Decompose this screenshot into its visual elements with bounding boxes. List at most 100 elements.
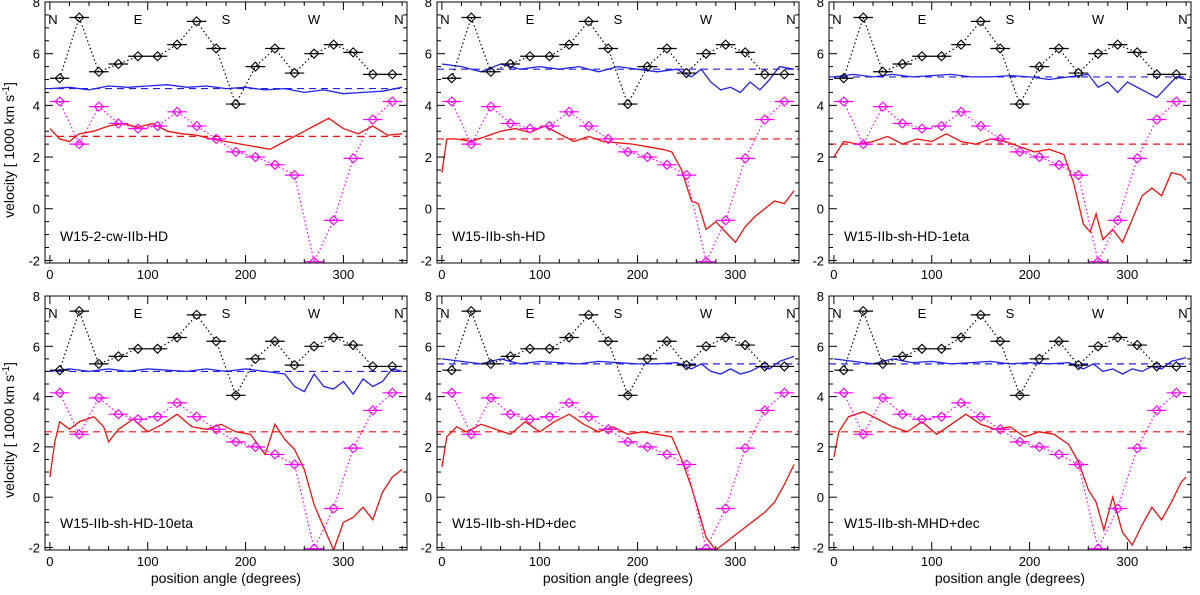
black-observed-dotted-line [451, 15, 785, 106]
compass-label: E [918, 12, 927, 27]
x-tick-label: 200 [1019, 554, 1041, 569]
magenta-data-point [465, 138, 477, 150]
magenta-data-point [1151, 405, 1163, 416]
black-data-point [524, 343, 536, 355]
red-model-curve [441, 125, 795, 244]
x-axis-label: position angle (degrees) [151, 570, 301, 586]
magenta-data-point [897, 408, 908, 420]
black-data-point [877, 358, 889, 370]
black-data-point [1053, 335, 1065, 347]
x-tick-label: 100 [137, 267, 159, 282]
magenta-data-point [230, 146, 242, 158]
y-tick-label: 8 [425, 0, 432, 10]
black-data-point [975, 16, 986, 27]
plot-frame [828, 295, 1192, 551]
magenta-data-point [54, 96, 65, 107]
black-data-point [642, 353, 653, 365]
panel-title: W15-IIb-sh-HD-10eta [60, 515, 193, 531]
compass-label: E [918, 306, 927, 321]
black-data-point [661, 43, 673, 54]
y-tick-label: 0 [425, 202, 432, 217]
magenta-data-point [1092, 256, 1104, 263]
black-data-point [1171, 361, 1182, 372]
magenta-data-point [152, 411, 163, 422]
black-data-point [387, 361, 398, 372]
black-data-point [1034, 353, 1045, 365]
black-data-point [113, 58, 124, 70]
magenta-data-point [936, 120, 947, 132]
black-data-point [622, 98, 634, 110]
plot-area [437, 305, 799, 550]
blue-model-curve [49, 84, 403, 95]
magenta-data-point [191, 411, 202, 422]
black-data-point [328, 332, 339, 343]
magenta-data-point [132, 413, 144, 425]
magenta-data-point [524, 413, 536, 425]
magenta-data-point [1092, 543, 1104, 550]
magenta-data-point [524, 123, 536, 134]
black-data-point [602, 43, 614, 54]
compass-label: W [700, 12, 713, 27]
black-data-point [152, 343, 163, 355]
magenta-data-point [269, 449, 281, 460]
black-data-point [936, 50, 947, 62]
black-data-point [544, 50, 555, 62]
x-tick-label: 300 [725, 554, 747, 569]
magenta-data-point [563, 397, 575, 409]
magenta-data-point [583, 411, 594, 422]
black-data-point [367, 69, 379, 80]
black-data-point [1073, 67, 1084, 79]
compass-label: W [308, 12, 321, 27]
black-data-point [838, 364, 849, 376]
magenta-data-point [1112, 503, 1123, 514]
plot-frame [436, 295, 800, 551]
magenta-data-point [93, 392, 105, 404]
y-tick-label: 6 [425, 47, 432, 62]
magenta-data-point [1073, 169, 1084, 181]
black-data-point [955, 39, 967, 50]
black-data-point [93, 358, 105, 370]
magenta-data-point [328, 215, 339, 226]
magenta-data-point [779, 387, 790, 399]
magenta-data-point [113, 118, 124, 129]
magenta-data-point [1073, 459, 1084, 470]
black-data-point [113, 351, 124, 362]
black-data-point [446, 72, 457, 84]
y-tick-label: 8 [425, 289, 432, 304]
plot-area [829, 305, 1191, 550]
ylabel-sup: -1 [1, 86, 12, 95]
magenta-data-point [250, 151, 261, 163]
compass-label: N [48, 12, 57, 27]
black-data-point [1014, 98, 1026, 110]
y-tick-label: 6 [33, 47, 40, 62]
black-data-point [367, 361, 379, 372]
magenta-data-point [465, 429, 477, 440]
x-tick-label: 300 [725, 267, 747, 282]
black-data-point [230, 390, 242, 401]
magenta-data-point [916, 413, 928, 425]
magenta-data-point [191, 120, 202, 132]
x-axis-label: position angle (degrees) [935, 570, 1085, 586]
black-data-point [739, 47, 751, 58]
x-axis-label: position angle (degrees) [543, 570, 693, 586]
magenta-data-point [328, 503, 339, 514]
black-data-point [1073, 359, 1084, 371]
magenta-data-point [367, 405, 379, 416]
magenta-data-point [955, 397, 967, 409]
magenta-data-point [877, 392, 889, 404]
magenta-data-point [505, 118, 516, 129]
compass-label: S [222, 306, 231, 321]
plot-frame [436, 1, 800, 264]
panel-title: W15-IIb-sh-HD [452, 228, 545, 244]
x-tick-label: 200 [235, 267, 257, 282]
magenta-data-point [250, 441, 261, 453]
magenta-observed-dotted-line [59, 392, 393, 550]
y-tick-label: 2 [425, 440, 432, 455]
magenta-data-point [1171, 387, 1182, 399]
y-axis-label-bottom: velocity [ 1000 km s-1] [1, 362, 17, 498]
magenta-data-point [1053, 159, 1065, 171]
